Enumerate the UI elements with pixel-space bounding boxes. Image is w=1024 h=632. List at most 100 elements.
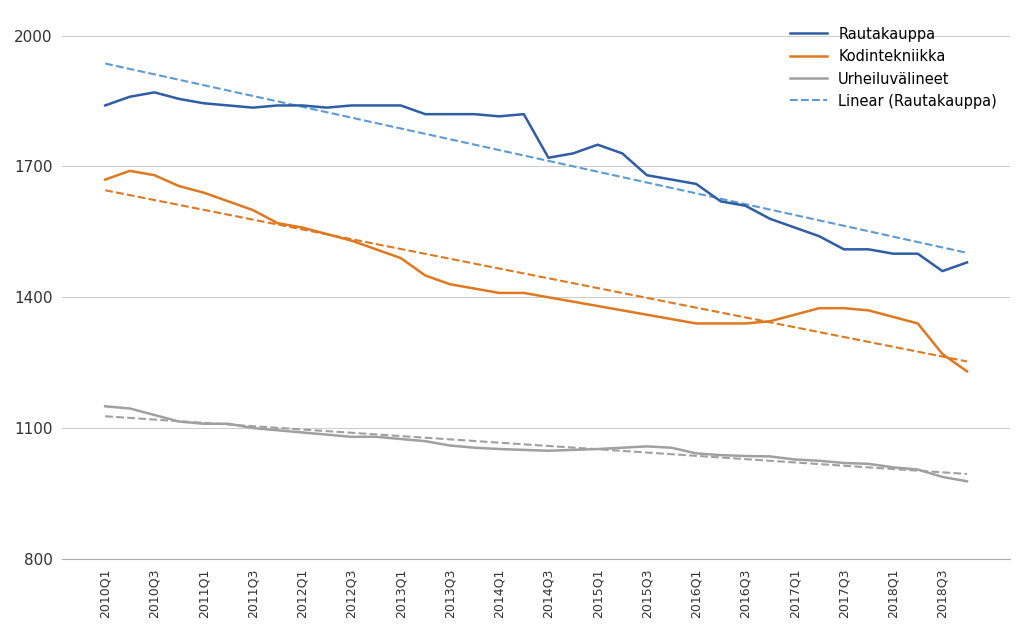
Linear (Rautakauppa) xyxy=(271,97,284,105)
Kodintekniikka xyxy=(936,350,948,358)
Linear (Rautakauppa) xyxy=(296,103,308,111)
Rautakauppa xyxy=(173,95,185,103)
Rautakauppa xyxy=(788,224,801,231)
Rautakauppa xyxy=(198,99,210,107)
Urheiluvälineet xyxy=(690,449,702,457)
Kodintekniikka xyxy=(124,167,136,174)
Rautakauppa xyxy=(468,111,480,118)
Line: Kodintekniikka: Kodintekniikka xyxy=(105,171,967,372)
Kodintekniikka xyxy=(247,206,259,214)
Rautakauppa xyxy=(394,102,407,109)
Linear (Rautakauppa) xyxy=(124,65,136,73)
Rautakauppa xyxy=(715,198,727,205)
Linear (Rautakauppa) xyxy=(666,184,678,191)
Rautakauppa xyxy=(690,180,702,188)
Urheiluvälineet xyxy=(345,433,357,441)
Linear (Rautakauppa) xyxy=(715,195,727,202)
Linear (Rautakauppa) xyxy=(443,135,456,143)
Line: Linear (Rautakauppa): Linear (Rautakauppa) xyxy=(105,64,967,253)
Urheiluvälineet xyxy=(616,444,629,451)
Kodintekniikka xyxy=(443,281,456,288)
Linear (Rautakauppa) xyxy=(961,249,973,257)
Rautakauppa xyxy=(148,88,161,96)
Rautakauppa xyxy=(911,250,924,257)
Linear (Rautakauppa) xyxy=(148,71,161,78)
Urheiluvälineet xyxy=(666,444,678,451)
Rautakauppa xyxy=(567,150,580,157)
Urheiluvälineet xyxy=(838,459,850,467)
Linear (Rautakauppa) xyxy=(641,179,653,186)
Kodintekniikka xyxy=(641,311,653,319)
Kodintekniikka xyxy=(838,305,850,312)
Kodintekniikka xyxy=(222,198,234,205)
Kodintekniikka xyxy=(321,230,333,238)
Kodintekniikka xyxy=(715,320,727,327)
Linear (Rautakauppa) xyxy=(936,244,948,252)
Line: Urheiluvälineet: Urheiluvälineet xyxy=(105,406,967,482)
Rautakauppa xyxy=(518,111,530,118)
Urheiluvälineet xyxy=(543,447,555,454)
Linear (Rautakauppa) xyxy=(173,76,185,83)
Linear (Rautakauppa) xyxy=(813,217,825,224)
Rautakauppa xyxy=(592,141,604,149)
Kodintekniikka xyxy=(616,307,629,314)
Rautakauppa xyxy=(641,171,653,179)
Linear (Rautakauppa) xyxy=(739,200,752,208)
Linear (Rautakauppa) xyxy=(394,125,407,132)
Kodintekniikka xyxy=(592,302,604,310)
Rautakauppa xyxy=(99,102,112,109)
Kodintekniikka xyxy=(764,317,776,325)
Rautakauppa xyxy=(443,111,456,118)
Rautakauppa xyxy=(764,215,776,222)
Kodintekniikka xyxy=(99,176,112,183)
Kodintekniikka xyxy=(567,298,580,305)
Rautakauppa xyxy=(887,250,899,257)
Linear (Rautakauppa) xyxy=(468,141,480,149)
Kodintekniikka xyxy=(788,311,801,319)
Linear (Rautakauppa) xyxy=(911,238,924,246)
Urheiluvälineet xyxy=(443,442,456,449)
Urheiluvälineet xyxy=(813,457,825,465)
Kodintekniikka xyxy=(518,289,530,296)
Rautakauppa xyxy=(666,176,678,183)
Kodintekniikka xyxy=(296,224,308,231)
Rautakauppa xyxy=(419,111,431,118)
Urheiluvälineet xyxy=(641,442,653,450)
Rautakauppa xyxy=(862,246,874,253)
Urheiluvälineet xyxy=(370,433,382,441)
Kodintekniikka xyxy=(543,293,555,301)
Rautakauppa xyxy=(222,102,234,109)
Kodintekniikka xyxy=(394,254,407,262)
Urheiluvälineet xyxy=(296,428,308,436)
Rautakauppa xyxy=(838,246,850,253)
Kodintekniikka xyxy=(370,246,382,253)
Kodintekniikka xyxy=(468,285,480,293)
Urheiluvälineet xyxy=(124,404,136,412)
Linear (Rautakauppa) xyxy=(198,82,210,89)
Urheiluvälineet xyxy=(99,403,112,410)
Linear (Rautakauppa) xyxy=(370,119,382,127)
Rautakauppa xyxy=(345,102,357,109)
Urheiluvälineet xyxy=(961,478,973,485)
Rautakauppa xyxy=(961,258,973,266)
Linear (Rautakauppa) xyxy=(99,60,112,68)
Line: Rautakauppa: Rautakauppa xyxy=(105,92,967,271)
Urheiluvälineet xyxy=(271,427,284,434)
Urheiluvälineet xyxy=(419,437,431,445)
Linear (Rautakauppa) xyxy=(543,157,555,165)
Rautakauppa xyxy=(543,154,555,162)
Urheiluvälineet xyxy=(493,445,505,453)
Kodintekniikka xyxy=(666,315,678,323)
Legend: Rautakauppa, Kodintekniikka, Urheiluvälineet, Linear (Rautakauppa): Rautakauppa, Kodintekniikka, Urheiluväli… xyxy=(784,21,1002,115)
Urheiluvälineet xyxy=(764,453,776,460)
Urheiluvälineet xyxy=(321,431,333,439)
Linear (Rautakauppa) xyxy=(567,162,580,170)
Urheiluvälineet xyxy=(788,456,801,463)
Urheiluvälineet xyxy=(739,453,752,460)
Kodintekniikka xyxy=(419,272,431,279)
Kodintekniikka xyxy=(690,320,702,327)
Urheiluvälineet xyxy=(173,418,185,425)
Linear (Rautakauppa) xyxy=(518,152,530,159)
Urheiluvälineet xyxy=(887,463,899,471)
Kodintekniikka xyxy=(198,189,210,197)
